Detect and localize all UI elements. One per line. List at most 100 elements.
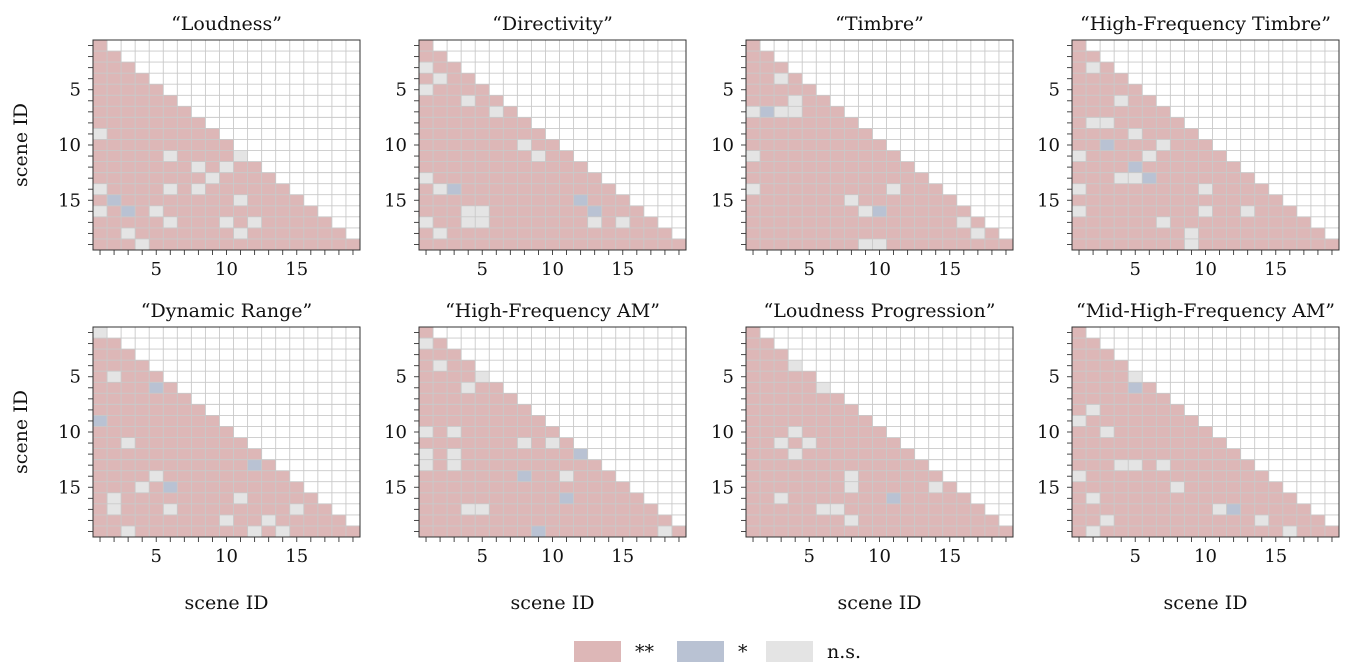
y-tick-label: 10: [711, 422, 734, 443]
y-tick-label: 5: [723, 367, 734, 388]
cell-ns: [1212, 503, 1227, 515]
cell-sig2: [830, 106, 845, 118]
cell-sig2: [149, 227, 164, 239]
cell-sig2: [1072, 327, 1087, 339]
cell-sig2: [601, 470, 616, 482]
cell-sig2: [545, 470, 560, 482]
cell-sig2: [601, 227, 616, 239]
cell-sig2: [447, 238, 462, 250]
x-axis-label: scene ID: [838, 592, 922, 614]
cell-sig2: [517, 150, 532, 162]
cell-sig2: [872, 437, 887, 449]
cell-sig2: [447, 514, 462, 526]
cell-sig2: [303, 514, 318, 526]
cell-sig2: [788, 205, 803, 217]
cell-sig2: [447, 62, 462, 74]
cell-sig2: [643, 514, 658, 526]
cell-sig2: [1212, 161, 1227, 173]
cell-sig2: [433, 492, 448, 504]
cell-sig2: [615, 492, 630, 504]
x-tick-label: 15: [285, 259, 308, 280]
cell-sig2: [475, 84, 490, 96]
cell-sig2: [177, 172, 192, 184]
cell-sig2: [1184, 161, 1199, 173]
cell-sig2: [191, 481, 206, 493]
cell-sig2: [331, 238, 346, 250]
cell-sig2: [1156, 404, 1171, 416]
cell-sig2: [247, 503, 262, 515]
cell-sig2: [531, 481, 546, 493]
cell-sig2: [970, 238, 985, 250]
cell-sig2: [760, 349, 775, 361]
cell-sig2: [191, 437, 206, 449]
cell-sig2: [1086, 238, 1101, 250]
cell-sig2: [984, 525, 999, 537]
cell-ns: [517, 437, 532, 449]
cell-sig2: [1128, 448, 1143, 460]
cell-sig2: [433, 172, 448, 184]
cell-sig2: [107, 128, 122, 140]
cell-sig2: [830, 525, 845, 537]
cell-sig2: [1072, 437, 1087, 449]
cell-sig2: [1072, 426, 1087, 438]
cell-sig2: [1268, 525, 1283, 537]
cell-sig2: [788, 514, 803, 526]
cell-sig2: [802, 415, 817, 427]
cell-sig2: [1198, 194, 1213, 206]
cell-sig2: [447, 194, 462, 206]
cell-sig2: [419, 481, 434, 493]
cell-sig2: [503, 238, 518, 250]
cell-sig2: [93, 349, 108, 361]
cell-sig2: [746, 327, 761, 339]
cell-sig2: [1184, 139, 1199, 151]
cell-sig2: [177, 238, 192, 250]
cell-sig2: [928, 514, 943, 526]
cell-sig2: [475, 172, 490, 184]
cell-sig1: [573, 194, 588, 206]
cell-sig2: [1310, 525, 1325, 537]
cell-sig2: [1128, 426, 1143, 438]
cell-ns: [135, 481, 150, 493]
cell-ns: [816, 503, 831, 515]
cell-sig2: [844, 426, 859, 438]
cell-sig2: [559, 205, 574, 217]
cell-sig2: [1142, 393, 1157, 405]
cell-ns: [419, 216, 434, 228]
cell-ns: [802, 437, 817, 449]
cell-sig2: [205, 150, 220, 162]
x-tick-label: 10: [868, 259, 891, 280]
cell-sig2: [844, 503, 859, 515]
cell-sig2: [1128, 238, 1143, 250]
cell-sig2: [844, 216, 859, 228]
cell-sig2: [1072, 503, 1087, 515]
legend: ** * n.s.: [574, 641, 861, 663]
cell-sig2: [1100, 205, 1115, 217]
cell-ns: [233, 150, 248, 162]
cell-sig2: [1156, 194, 1171, 206]
cell-sig2: [163, 492, 178, 504]
cell-sig2: [247, 161, 262, 173]
cell-sig2: [1128, 415, 1143, 427]
cell-sig2: [1072, 194, 1087, 206]
cell-sig2: [1240, 503, 1255, 515]
cell-sig2: [1296, 227, 1311, 239]
x-tick-label: 15: [285, 546, 308, 567]
cell-sig2: [746, 514, 761, 526]
cell-sig2: [1086, 371, 1101, 383]
cell-sig2: [1114, 106, 1129, 118]
cell-sig1: [447, 183, 462, 195]
cell-sig2: [191, 514, 206, 526]
cell-sig2: [559, 459, 574, 471]
cell-sig2: [93, 161, 108, 173]
cell-sig2: [1212, 150, 1227, 162]
cell-sig2: [461, 371, 476, 383]
cell-sig2: [433, 128, 448, 140]
cell-sig2: [1156, 183, 1171, 195]
cell-sig2: [1184, 437, 1199, 449]
cell-sig2: [461, 150, 476, 162]
cell-sig2: [914, 238, 929, 250]
cell-sig2: [788, 128, 803, 140]
cell-sig2: [447, 503, 462, 515]
cell-sig2: [1170, 205, 1185, 217]
cell-sig2: [858, 150, 873, 162]
